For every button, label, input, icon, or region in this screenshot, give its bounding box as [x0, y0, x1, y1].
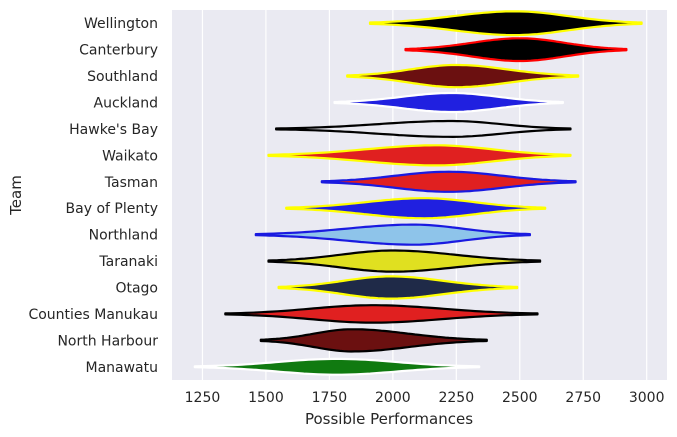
y-tick-label: Northland — [89, 228, 158, 244]
violin-manawatu — [193, 357, 481, 376]
y-tick-label: Counties Manukau — [28, 307, 158, 323]
violin-southland — [346, 63, 580, 89]
plot-background — [172, 10, 667, 380]
y-tick-labels: Wellington Canterbury Southland Auckland Haw… — [28, 16, 158, 376]
x-axis-label: Possible Performances — [305, 410, 473, 428]
violin-taranaki — [267, 249, 542, 273]
violin-northland — [254, 223, 531, 246]
y-tick-label: Southland — [87, 69, 158, 85]
x-tick-label: 2750 — [565, 390, 601, 406]
violins — [193, 10, 643, 376]
x-tick-label: 2250 — [438, 390, 474, 406]
x-tick-label: 2000 — [375, 390, 411, 406]
y-tick-label: Wellington — [84, 16, 158, 32]
y-tick-label: Otago — [115, 281, 158, 297]
x-tick-label: 2500 — [502, 390, 538, 406]
violin-canterbury — [404, 37, 628, 63]
y-tick-label: Taranaki — [98, 254, 158, 270]
y-tick-label: Hawke's Bay — [69, 122, 158, 138]
y-tick-label: Tasman — [104, 175, 158, 191]
violin-otago — [277, 275, 519, 300]
y-tick-label: Canterbury — [79, 43, 158, 59]
violin-wellington — [368, 10, 643, 37]
y-axis-label: Team — [7, 175, 25, 216]
x-tick-label: 1500 — [248, 390, 284, 406]
violin-waikato — [267, 144, 572, 167]
x-tick-label: 1250 — [185, 390, 221, 406]
x-tick-label: 3000 — [629, 390, 665, 406]
violin-tasman — [320, 170, 577, 193]
x-tick-label: 1750 — [312, 390, 348, 406]
y-tick-label: Auckland — [94, 96, 158, 112]
violin-counties-manukau — [224, 304, 539, 324]
y-tick-label: Waikato — [102, 148, 158, 164]
violin-auckland — [333, 91, 564, 114]
violin-bay-of-plenty — [285, 197, 547, 220]
violin-north-harbour — [259, 328, 488, 353]
violin-hawke-s-bay — [275, 119, 572, 138]
y-tick-label: Manawatu — [85, 360, 158, 376]
y-tick-label: Bay of Plenty — [66, 201, 158, 217]
y-tick-label: North Harbour — [57, 333, 158, 349]
x-tick-labels: 1250 1500 1750 2000 2250 2500 2750 3000 — [185, 390, 665, 406]
